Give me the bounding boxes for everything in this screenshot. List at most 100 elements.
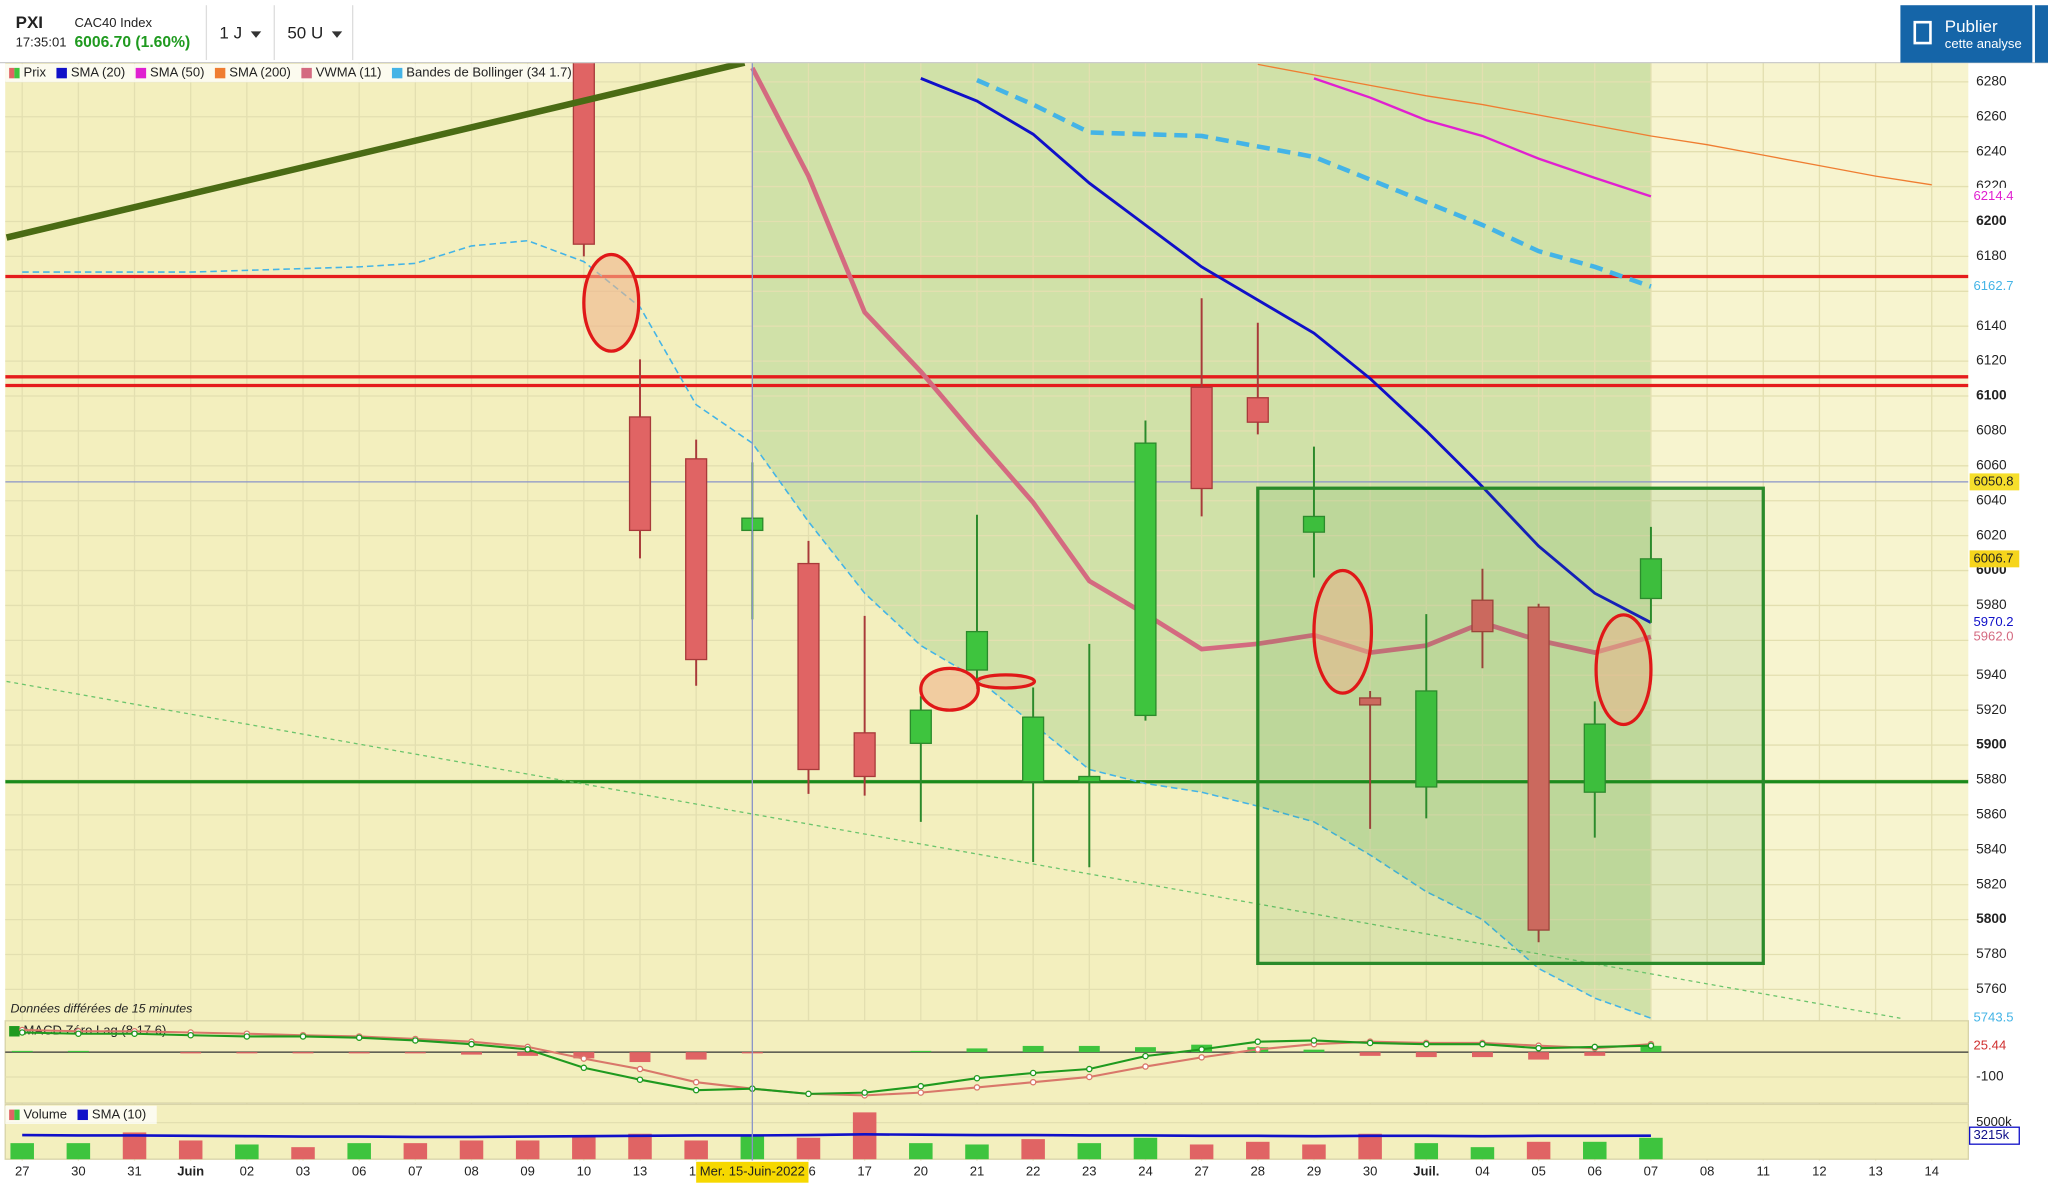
range-label[interactable]: 50 U <box>287 23 323 42</box>
x-tick-label: 13 <box>1868 1164 1883 1179</box>
plot-bg <box>5 62 1969 1021</box>
candle-body <box>1022 716 1045 783</box>
legend-bg <box>5 63 583 83</box>
macd-point <box>1479 1040 1486 1048</box>
y-tick-label: 6100 <box>1976 388 2007 403</box>
volume-bar <box>66 1143 91 1160</box>
x-tick-label: 05 <box>1531 1164 1546 1179</box>
volume-bar <box>1358 1133 1382 1160</box>
candle-body <box>1359 697 1382 706</box>
volume-bar <box>403 1143 428 1160</box>
side-button[interactable] <box>2034 5 2048 63</box>
y-tick-label: 5980 <box>1976 597 2007 612</box>
histogram-bar <box>1303 1049 1325 1053</box>
legend-label: Volume <box>24 1106 68 1121</box>
signal-point <box>917 1089 925 1096</box>
signal-point <box>692 1078 700 1086</box>
volume-bar <box>684 1140 708 1160</box>
publish-label[interactable]: Publier <box>1945 17 1998 36</box>
x-tick-label: 08 <box>464 1164 479 1179</box>
macd-point <box>580 1064 588 1072</box>
candle-body <box>1471 599 1494 633</box>
publish-icon <box>1913 20 1932 45</box>
x-tick-label: 17 <box>857 1164 872 1179</box>
histogram-bar <box>1359 1052 1381 1056</box>
price-label: 6050.8 <box>1974 473 2014 488</box>
y-tick-label: 5860 <box>1976 807 2007 822</box>
delay-notice: Données différées de 15 minutes <box>10 1001 192 1015</box>
macd-point <box>1366 1039 1374 1047</box>
x-tick-label: 28 <box>1251 1164 1266 1179</box>
x-tick-label: 11 <box>1756 1164 1770 1179</box>
volume-bar <box>1583 1141 1607 1160</box>
macd-point <box>1535 1044 1542 1052</box>
interval-button[interactable]: 1 J <box>219 23 262 42</box>
trend-line <box>5 62 746 241</box>
volume-bar <box>1189 1144 1214 1160</box>
histogram-bar <box>1415 1052 1437 1058</box>
interval-label[interactable]: 1 J <box>219 23 242 42</box>
legend-swatch <box>391 67 403 79</box>
histogram-bar <box>1640 1045 1662 1053</box>
x-tick-label: 27 <box>15 1164 30 1179</box>
signal-line <box>22 1028 1652 1097</box>
legend-swatch <box>9 67 15 79</box>
volume-bar <box>122 1132 147 1160</box>
y-tick-label: 5820 <box>1976 876 2007 891</box>
macd-point <box>355 1034 363 1041</box>
macd-point <box>1029 1069 1037 1077</box>
histogram-bar <box>1528 1052 1550 1060</box>
candle-body <box>685 458 708 661</box>
x-tick-label: 02 <box>240 1164 255 1179</box>
caret <box>250 31 262 38</box>
candle-body <box>1527 606 1550 931</box>
histogram-bar <box>1472 1052 1493 1058</box>
oval-marker <box>1594 613 1653 727</box>
price-label-bg <box>1969 628 2020 646</box>
volume-bar <box>178 1140 203 1160</box>
y-tick-label: 6060 <box>1976 457 2007 472</box>
zone-rectangle <box>1256 486 1765 966</box>
x-tick-label: 09 <box>520 1164 535 1179</box>
y-tick-label: 6040 <box>1976 492 2007 507</box>
range-button[interactable]: 50 U <box>287 23 343 42</box>
x-tick-label: 31 <box>127 1164 142 1179</box>
histogram-bar <box>685 1052 707 1060</box>
indicator-line <box>1257 63 1932 186</box>
price-label-bg <box>1969 278 2020 296</box>
y-tick-label: 6200 <box>1976 213 2007 228</box>
indicator-line <box>920 77 1652 624</box>
histogram-bar <box>67 1050 89 1053</box>
macd-point <box>1142 1052 1149 1060</box>
publish-button[interactable]: Publier cette analyse <box>1900 5 2033 63</box>
price-label: 5970.2 <box>1974 614 2014 629</box>
volume-bar <box>1246 1141 1270 1160</box>
x-tick-label: Juil. <box>1413 1164 1439 1179</box>
x-tick-label: 12 <box>1812 1164 1827 1179</box>
oval-marker <box>582 252 641 353</box>
candle-body <box>628 416 652 532</box>
macd-point <box>1591 1043 1599 1051</box>
oval-marker <box>919 666 980 712</box>
legend-label: SMA (20) <box>71 65 125 80</box>
volume-bar <box>1077 1143 1102 1160</box>
oval-marker <box>1312 568 1374 695</box>
candle-body <box>572 62 595 245</box>
caret <box>331 31 343 38</box>
signal-point <box>1086 1073 1093 1081</box>
publish-sublabel[interactable]: cette analyse <box>1945 36 2022 51</box>
y-tick-label: -100 <box>1976 1069 2004 1084</box>
publish-bg[interactable] <box>1900 5 2033 63</box>
histogram-bar <box>461 1052 482 1055</box>
volume-bar <box>515 1140 540 1160</box>
legend-swatch <box>56 67 67 79</box>
macd-point <box>1423 1040 1430 1048</box>
candle-body <box>853 732 876 778</box>
volume-bar <box>1526 1141 1551 1160</box>
legend-label: Prix <box>24 65 47 80</box>
y-tick-label: 6140 <box>1976 318 2007 333</box>
histogram-bar <box>573 1052 595 1059</box>
y-tick-label: 6020 <box>1976 527 2007 542</box>
y-tick-label: 5000k <box>1976 1114 2012 1129</box>
